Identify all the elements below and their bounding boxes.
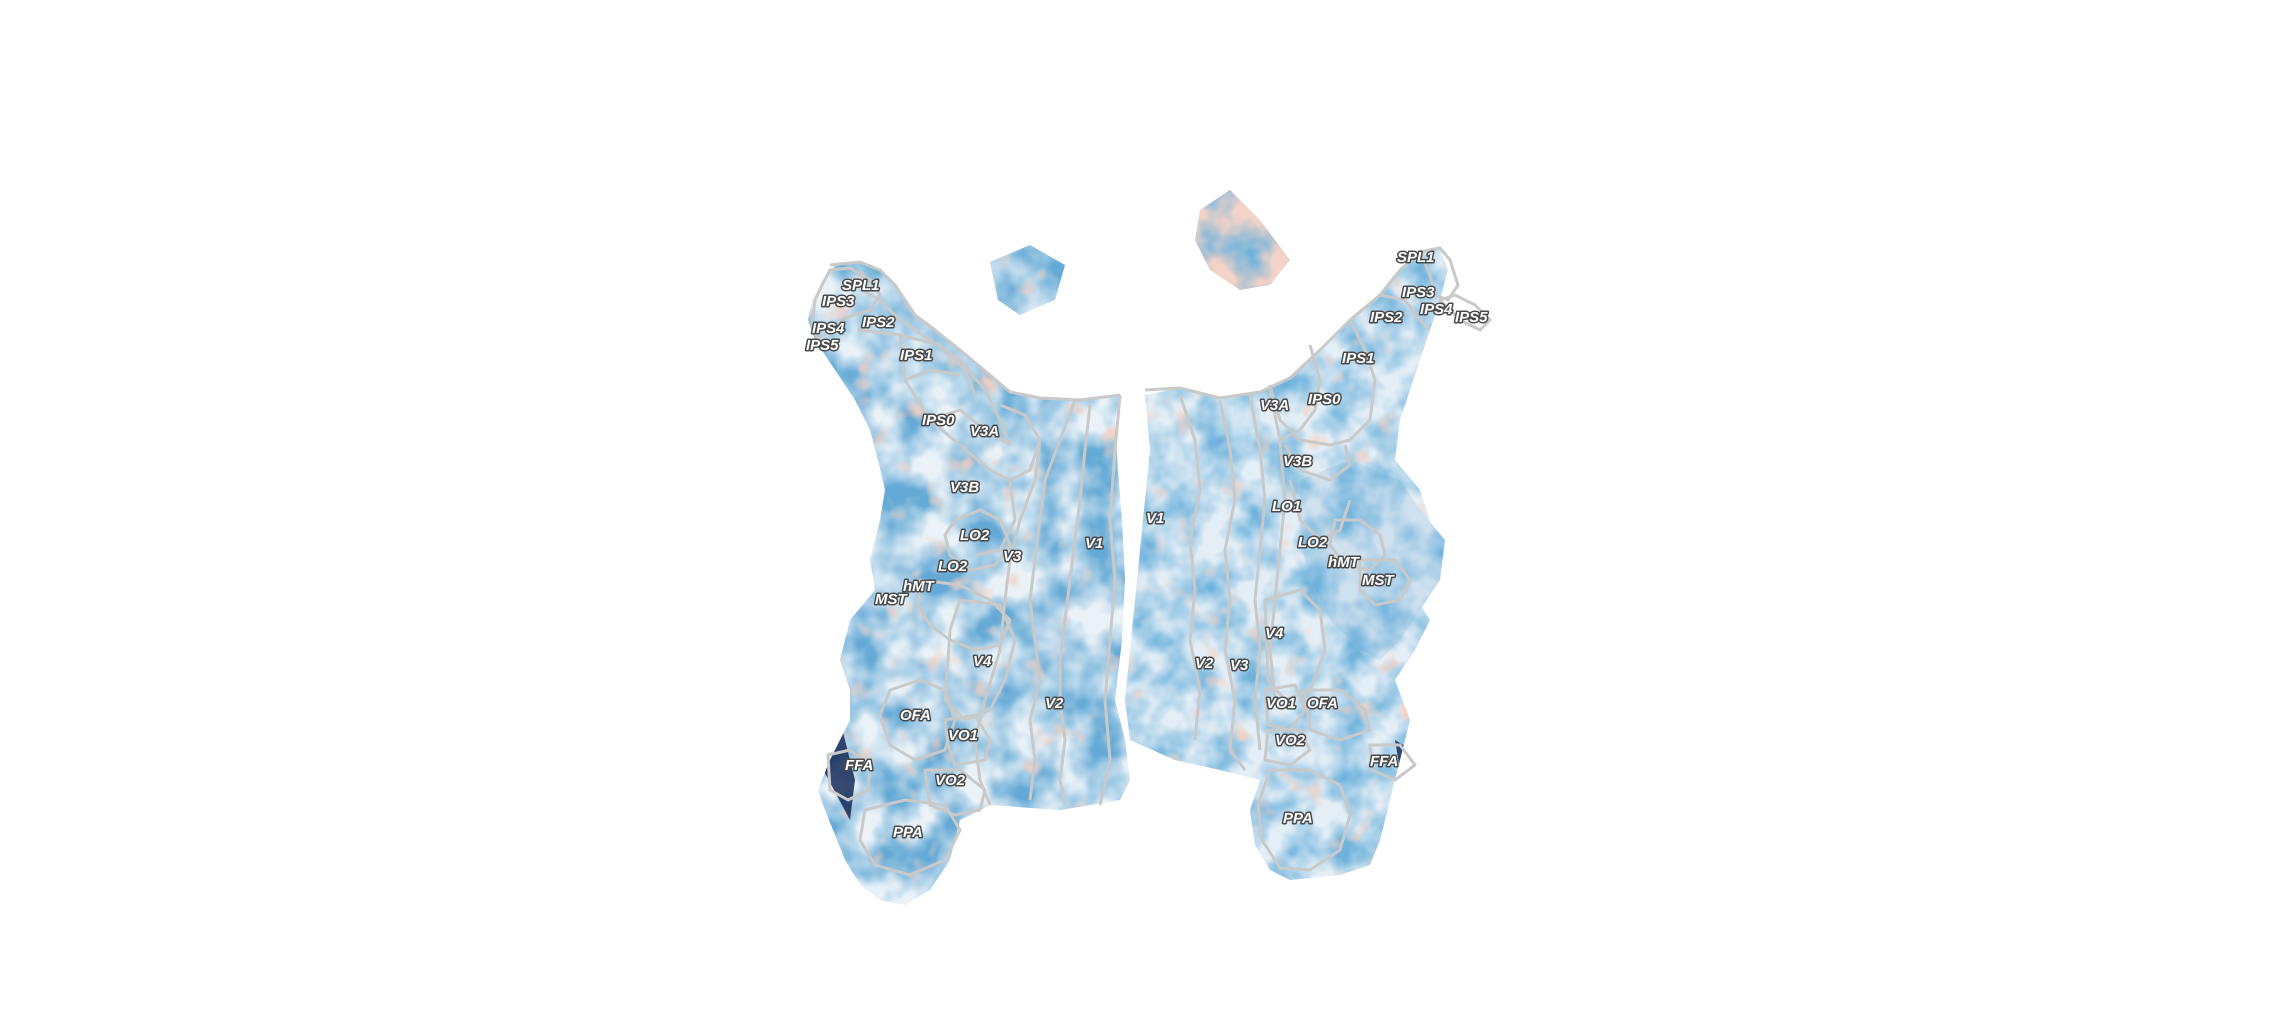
roi-label-ips1: IPS1 — [1342, 350, 1375, 367]
roi-label-ips5: IPS5 — [1455, 309, 1488, 326]
roi-label-ips0: IPS0 — [1308, 391, 1341, 408]
roi-label-lo1: LO1 — [1272, 498, 1301, 515]
roi-label-v1: V1 — [1146, 510, 1164, 527]
roi-label-ips4: IPS4 — [812, 320, 845, 337]
roi-label-v3a: V3A — [1260, 397, 1289, 414]
roi-label-vo2: VO2 — [1275, 732, 1306, 749]
roi-label-lo2: LO2 — [1298, 534, 1328, 551]
roi-label-ffa: FFA — [1370, 753, 1398, 770]
roi-label-vo1: VO1 — [948, 727, 978, 744]
roi-label-ppa: PPA — [893, 824, 923, 841]
roi-label-spl1: SPL1 — [1397, 249, 1435, 266]
roi-label-hmt: hMT — [1328, 554, 1361, 571]
left-roi-labels: SPL1 IPS3 IPS2 IPS4 IPS5 IPS1 IPS0 V3A V… — [805, 276, 1105, 843]
roi-label-mst: MST — [875, 591, 909, 608]
roi-label-ofa: OFA — [900, 707, 931, 724]
roi-label-v4: V4 — [1265, 625, 1284, 642]
roi-label-v3: V3 — [1230, 657, 1249, 674]
right-roi-outlines — [1144, 246, 1492, 872]
roi-label-ips2: IPS2 — [862, 314, 895, 331]
right-detached-patch — [1195, 190, 1290, 290]
left-detached-patch — [990, 245, 1065, 315]
roi-label-ips2: IPS2 — [1370, 309, 1403, 326]
roi-label-ips3: IPS3 — [1402, 284, 1435, 301]
roi-label-ips1: IPS1 — [900, 347, 933, 364]
roi-label-lo2-lower: LO2 — [938, 558, 968, 575]
roi-label-lo2-upper: LO2 — [960, 527, 990, 544]
roi-label-v1: V1 — [1085, 535, 1103, 552]
roi-label-ips5: IPS5 — [806, 337, 839, 354]
roi-label-ofa: OFA — [1307, 695, 1338, 712]
right-roi-labels: SPL1 IPS3 IPS4 IPS5 IPS2 IPS1 V3A IPS0 V… — [1145, 248, 1490, 829]
roi-label-v4: V4 — [973, 653, 992, 670]
left-hemisphere-flatmap: SPL1 IPS3 IPS2 IPS4 IPS5 IPS1 IPS0 V3A V… — [805, 245, 1130, 905]
roi-label-v2: V2 — [1045, 695, 1064, 712]
roi-label-vo2: VO2 — [935, 772, 966, 789]
roi-label-vo1: VO1 — [1266, 695, 1296, 712]
roi-label-ppa: PPA — [1283, 810, 1313, 827]
roi-label-v2: V2 — [1195, 655, 1214, 672]
left-roi-outlines — [810, 260, 1122, 877]
roi-label-ffa: FFA — [845, 757, 873, 774]
roi-label-ips4: IPS4 — [1420, 301, 1453, 318]
roi-label-spl1: SPL1 — [842, 277, 880, 294]
roi-label-v3b: V3B — [1283, 453, 1312, 470]
roi-label-mst: MST — [1362, 572, 1396, 589]
roi-label-ips0: IPS0 — [922, 412, 955, 429]
roi-label-v3: V3 — [1003, 548, 1022, 565]
roi-label-ips3: IPS3 — [822, 293, 855, 310]
roi-label-hmt: hMT — [903, 578, 936, 595]
roi-label-v3b: V3B — [950, 479, 979, 496]
right-hemisphere-flatmap: SPL1 IPS3 IPS4 IPS5 IPS2 IPS1 V3A IPS0 V… — [1125, 190, 1492, 880]
roi-label-v3a: V3A — [970, 423, 999, 440]
